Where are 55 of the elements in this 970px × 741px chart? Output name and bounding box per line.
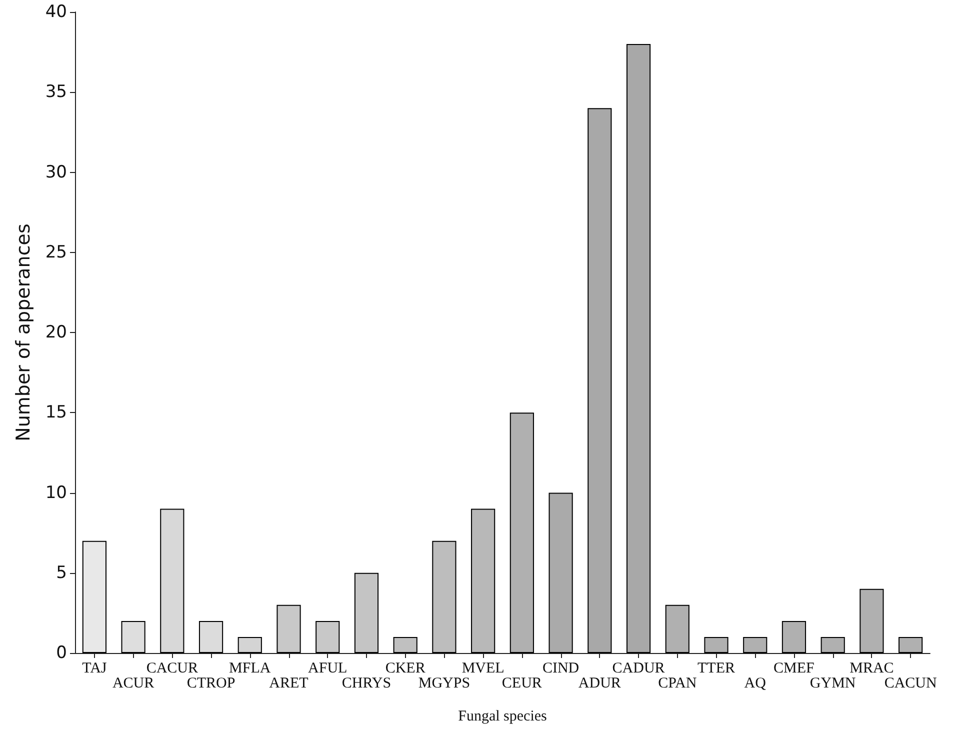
bar bbox=[548, 492, 573, 653]
y-tick-label: 10 bbox=[45, 482, 67, 503]
bar bbox=[626, 44, 651, 653]
bar bbox=[471, 508, 496, 653]
bar bbox=[704, 636, 728, 653]
bar bbox=[316, 620, 340, 653]
x-tick-label: MVEL bbox=[462, 660, 504, 676]
x-tick-label: CACUR bbox=[146, 660, 198, 676]
y-tick-label: 0 bbox=[56, 643, 67, 663]
bar bbox=[354, 572, 379, 653]
x-tick-label: CHRYS bbox=[342, 676, 392, 692]
x-tick-label: CEUR bbox=[502, 676, 542, 692]
y-tick-label: 30 bbox=[45, 162, 67, 182]
y-tick-label: 40 bbox=[45, 2, 67, 22]
bar bbox=[276, 604, 301, 653]
x-tick-label: TAJ bbox=[82, 660, 107, 676]
x-tick-label: GYMN bbox=[810, 676, 856, 692]
x-tick-label: AQ bbox=[744, 676, 766, 692]
x-tick-label: AFUL bbox=[308, 660, 348, 676]
x-tick-label: CTROP bbox=[186, 676, 236, 692]
y-tick-label: 15 bbox=[45, 402, 67, 423]
bar bbox=[782, 620, 806, 653]
bar bbox=[820, 636, 845, 653]
bar bbox=[160, 508, 184, 653]
x-axis-title: Fungal species bbox=[458, 708, 548, 724]
x-tick-label: CKER bbox=[385, 660, 426, 676]
x-tick-label: CPAN bbox=[658, 676, 697, 692]
x-tick-label: CMEF bbox=[774, 660, 814, 676]
bar bbox=[393, 636, 418, 653]
bar bbox=[860, 588, 884, 653]
x-tick-label: ACUR bbox=[112, 676, 154, 692]
bar bbox=[665, 604, 690, 653]
x-tick-label: MRAC bbox=[850, 660, 894, 676]
bar bbox=[743, 636, 768, 653]
x-tick-label: ADUR bbox=[578, 676, 621, 692]
y-tick-label: 5 bbox=[56, 562, 67, 583]
bar bbox=[198, 620, 224, 653]
bar bbox=[432, 540, 456, 653]
y-tick-label: 35 bbox=[45, 82, 67, 102]
x-tick-label: MFLA bbox=[229, 660, 271, 676]
x-tick-label: TTER bbox=[698, 660, 735, 676]
x-tick-label: CIND bbox=[542, 660, 580, 676]
y-axis-title: Number of apperances bbox=[12, 224, 34, 442]
y-tick-label: 25 bbox=[45, 242, 67, 262]
x-tick-label: CACUN bbox=[884, 676, 937, 692]
bar bbox=[121, 620, 146, 653]
bar bbox=[82, 540, 106, 653]
bar bbox=[898, 636, 923, 653]
x-tick-label: ARET bbox=[269, 676, 308, 692]
y-tick-label: 20 bbox=[45, 322, 67, 342]
x-tick-label: MGYPS bbox=[418, 676, 470, 692]
bar bbox=[238, 636, 262, 653]
bar bbox=[510, 412, 534, 653]
x-tick-label: CADUR bbox=[612, 660, 665, 676]
bar bbox=[588, 108, 612, 653]
